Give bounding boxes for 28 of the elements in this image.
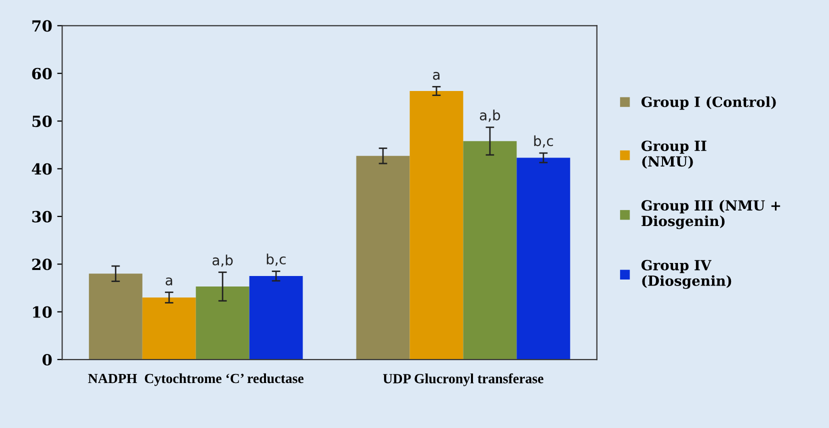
bar (249, 276, 303, 360)
x-tick-label: NADPH Cytochtrome ‘C’ reductase (88, 373, 304, 386)
bar (196, 286, 250, 360)
bar (410, 91, 464, 360)
data-label: a,b (480, 110, 500, 122)
data-label: b,c (266, 254, 286, 266)
bar (463, 141, 517, 360)
bar (142, 298, 196, 360)
y-tick-label: 30 (32, 210, 52, 222)
y-tick-label: 0 (42, 354, 52, 366)
data-label: a (433, 72, 440, 80)
legend-label: Group III (NMU + Diosgenin) (641, 200, 780, 230)
y-tick-label: 70 (32, 20, 52, 32)
y-tick-label: 50 (32, 116, 52, 128)
y-tick-label: 20 (32, 258, 52, 270)
x-tick-label: UDP Glucronyl transferase (383, 373, 544, 386)
legend-label: Group I (Control) (641, 96, 776, 110)
data-label: b,c (534, 135, 553, 148)
bar (88, 274, 142, 360)
y-tick-label: 40 (32, 163, 52, 175)
y-tick-label: 10 (33, 306, 52, 318)
bar (356, 156, 410, 360)
y-tick-label: 60 (32, 68, 52, 80)
bar (516, 158, 570, 360)
legend-label: Group II (NMU) (641, 140, 706, 169)
data-label: a,b (212, 254, 233, 267)
data-label: a (166, 277, 172, 286)
legend-label: Group IV (Diosgenin) (641, 260, 732, 289)
